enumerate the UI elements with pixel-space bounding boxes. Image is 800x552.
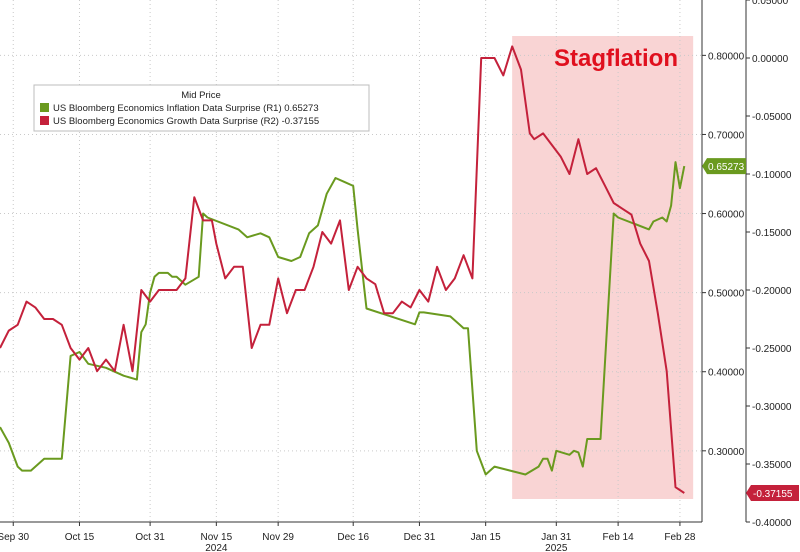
x-tick-label: Nov 29 [262, 532, 294, 543]
r2-tick-label: -0.10000 [752, 170, 792, 181]
inflation-last-value-tag [702, 158, 746, 175]
legend-entry: US Bloomberg Economics Growth Data Surpr… [53, 116, 319, 127]
stagflation-region [512, 36, 694, 499]
series-layer [0, 45, 686, 494]
x-tick-label: Feb 14 [603, 532, 635, 543]
grid-layer [0, 0, 702, 522]
x-tick-label: Feb 28 [664, 532, 696, 543]
x-tick-label: Sep 30 [0, 532, 30, 543]
r1-tick-label: 0.70000 [708, 130, 745, 141]
stagflation-label: Stagflation [554, 45, 678, 72]
r2-tick-label: -0.05000 [752, 112, 792, 123]
r2-tick-label: -0.30000 [752, 402, 792, 413]
legend: Mid Price US Bloomberg Economics Inflatio… [33, 84, 370, 132]
x-tick-label: Nov 15 [200, 532, 232, 543]
inflation-surprise-line [0, 161, 686, 476]
x-tick-label: Dec 31 [404, 532, 436, 543]
x-tick-label: Jan 15 [471, 532, 501, 543]
growth-surprise-line [0, 45, 685, 494]
legend-title: Mid Price [181, 90, 221, 101]
r1-tick-label: 0.40000 [708, 368, 745, 379]
inflation-last-value: 0.65273 [708, 162, 745, 173]
x-tick-label: Jan 31 [541, 532, 571, 543]
growth-last-value-tag [746, 485, 799, 501]
r1-tick-label: 0.50000 [708, 289, 745, 300]
r1-tick-label: 0.60000 [708, 210, 745, 221]
stagflation-shade-layer [512, 36, 694, 499]
r2-tick-label: -0.15000 [752, 228, 792, 239]
x-tick-label: Dec 16 [337, 532, 369, 543]
r2-tick-label: 0.00000 [752, 54, 789, 65]
x-tick-label: Oct 15 [65, 532, 95, 543]
legend-swatch [40, 103, 49, 112]
growth-last-value: -0.37155 [753, 489, 793, 500]
r2-tick-label: -0.25000 [752, 344, 792, 355]
legend-swatch [40, 116, 49, 125]
x-year-label: 2024 [205, 543, 228, 552]
x-tick-label: Oct 31 [135, 532, 165, 543]
legend-box [33, 84, 370, 132]
annotation-layer: Stagflation [554, 45, 678, 72]
r2-tick-label: -0.20000 [752, 286, 792, 297]
r2-tick-label: 0.05000 [752, 0, 789, 7]
r2-tick-label: -0.40000 [752, 518, 792, 529]
r1-tick-label: 0.30000 [708, 447, 745, 458]
r1-tick-label: 0.80000 [708, 51, 745, 62]
legend-entry: US Bloomberg Economics Inflation Data Su… [53, 103, 319, 114]
x-year-label: 2025 [545, 543, 568, 552]
r2-tick-label: -0.35000 [752, 460, 792, 471]
